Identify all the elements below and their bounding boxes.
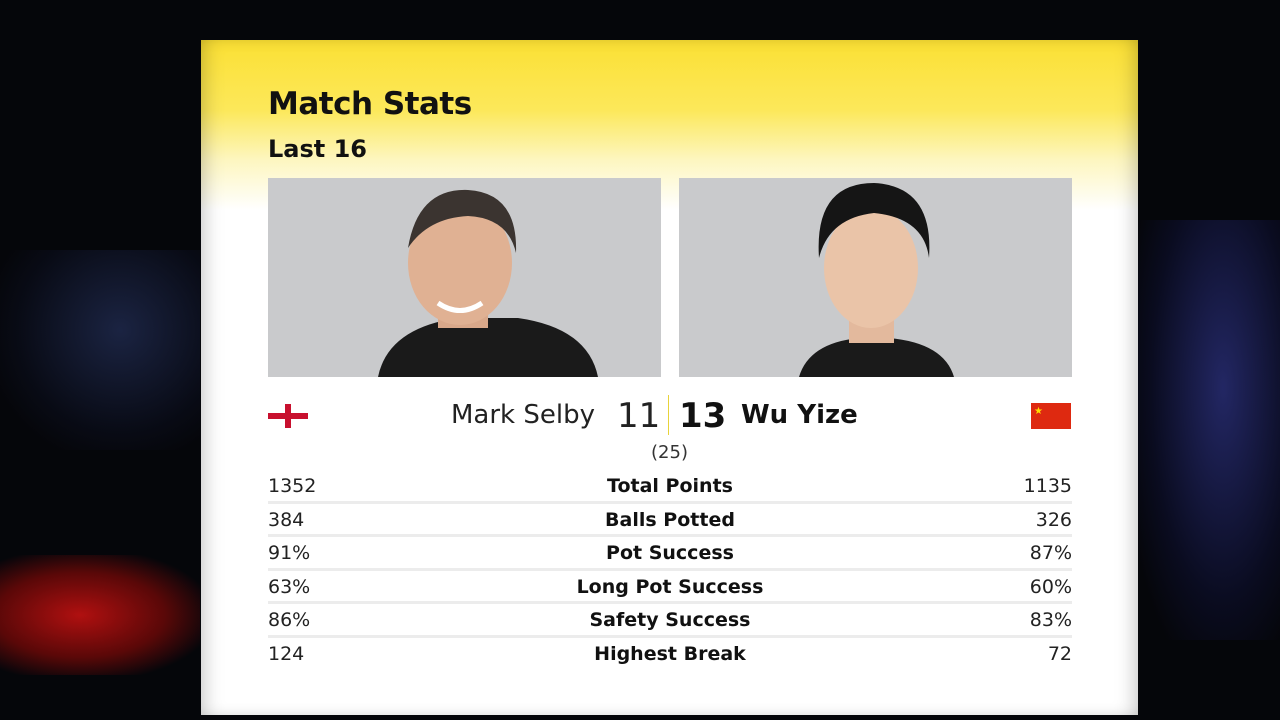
score-left: 11 <box>617 396 661 436</box>
stat-left-value: 384 <box>268 508 305 531</box>
stat-right-value: 83% <box>1029 609 1072 631</box>
stat-row-balls-potted: 384 Balls Potted 326 <box>268 504 1072 537</box>
stat-row-highest-break: 124 Highest Break 72 <box>268 638 1072 672</box>
player-name-right: Wu Yize <box>741 400 858 430</box>
stat-right-value: 1135 <box>1023 475 1072 497</box>
stat-left-value: 1352 <box>268 475 317 497</box>
score-divider <box>668 395 669 435</box>
svg-text:★: ★ <box>1034 406 1043 417</box>
background-crowd-left <box>0 250 200 450</box>
stat-left-value: 124 <box>268 642 305 665</box>
stat-right-value: 87% <box>1029 542 1072 564</box>
score-right: 13 <box>679 396 727 436</box>
wu-yize-photo <box>679 178 1072 377</box>
stat-row-long-pot-success: 63% Long Pot Success 60% <box>268 571 1072 604</box>
stat-right-value: 60% <box>1029 575 1072 598</box>
stat-label: Pot Success <box>606 542 734 564</box>
stat-left-value: 63% <box>268 575 311 598</box>
stat-left-value: 91% <box>268 542 311 564</box>
stat-label: Safety Success <box>589 609 751 631</box>
background-crowd-red <box>0 555 200 675</box>
stat-label: Total Points <box>607 475 733 497</box>
stat-left-value: 86% <box>268 609 311 631</box>
mark-selby-photo <box>268 178 661 377</box>
match-stats-panel: Match Stats Last 16 Mark Selby 11 13 Wu … <box>201 40 1138 715</box>
stat-row-safety-success: 86% Safety Success 83% <box>268 604 1072 638</box>
background-crowd-right <box>1138 220 1280 640</box>
player-name-left: Mark Selby <box>451 400 595 430</box>
frames-total: (25) <box>651 442 688 463</box>
page-title: Match Stats <box>268 86 472 122</box>
stat-right-value: 72 <box>1047 642 1072 665</box>
stat-right-value: 326 <box>1035 508 1072 531</box>
stats-table: 1352 Total Points 1135 384 Balls Potted 326 … <box>268 470 1072 671</box>
round-label: Last 16 <box>268 135 367 163</box>
stat-label: Highest Break <box>594 642 746 665</box>
stat-label: Balls Potted <box>605 508 735 531</box>
stat-label: Long Pot Success <box>576 575 764 598</box>
stat-row-pot-success: 91% Pot Success 87% <box>268 537 1072 571</box>
stat-row-total-points: 1352 Total Points 1135 <box>268 470 1072 504</box>
china-flag-icon: ★ <box>1031 403 1071 429</box>
england-flag-icon <box>268 404 308 428</box>
